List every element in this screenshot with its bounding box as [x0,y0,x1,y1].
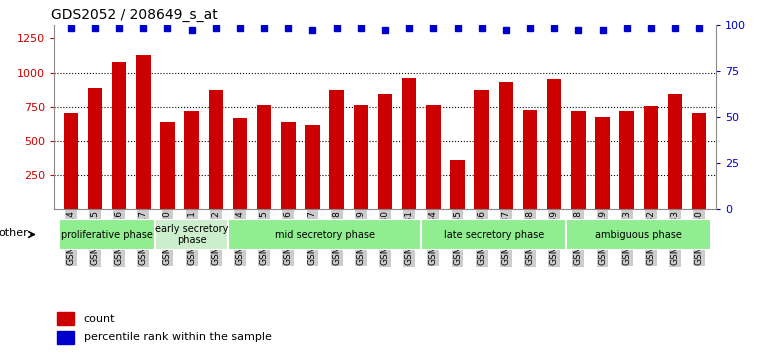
Bar [281,122,296,209]
Text: proliferative phase: proliferative phase [61,229,153,240]
Bar [499,82,513,209]
Bar [112,62,126,209]
Bar [257,105,271,209]
Bar [450,160,465,209]
Bar [619,111,634,209]
Bar [136,55,151,209]
Text: mid secretory phase: mid secretory phase [275,229,374,240]
Bar [59,219,156,250]
Text: percentile rank within the sample: percentile rank within the sample [84,332,272,342]
Bar [228,219,421,250]
Bar [421,219,566,250]
Text: GDS2052 / 208649_s_at: GDS2052 / 208649_s_at [51,8,217,22]
Text: late secretory phase: late secretory phase [444,229,544,240]
Bar [692,113,706,209]
Bar [233,118,247,209]
Bar [474,90,489,209]
Text: count: count [84,314,116,324]
Bar [184,112,199,209]
Text: other: other [0,228,28,238]
Bar [160,121,175,209]
Bar [353,105,368,209]
Bar [566,219,711,250]
Bar [57,313,74,325]
Bar [330,90,344,209]
Bar [156,219,228,250]
Text: ambiguous phase: ambiguous phase [595,229,682,240]
Bar [64,113,78,209]
Bar [402,78,417,209]
Bar [523,110,537,209]
Bar [378,94,392,209]
Bar [571,112,586,209]
Bar [57,331,74,343]
Bar [305,125,320,209]
Bar [209,90,223,209]
Bar [426,105,440,209]
Bar [547,79,561,209]
Bar [668,94,682,209]
Bar [88,87,102,209]
Bar [595,117,610,209]
Text: early secretory
phase: early secretory phase [155,224,229,245]
Bar [644,106,658,209]
